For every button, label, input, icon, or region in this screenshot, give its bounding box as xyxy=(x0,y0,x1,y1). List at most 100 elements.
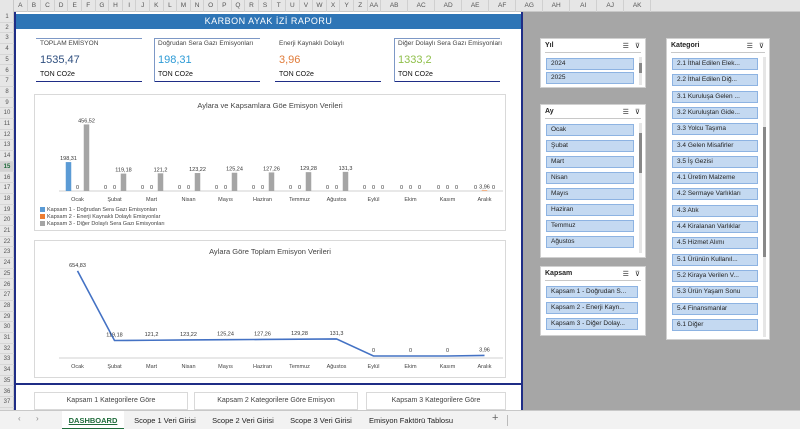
row-header-cell[interactable]: 10 xyxy=(0,108,14,119)
column-header-cell[interactable]: T xyxy=(272,0,286,12)
row-header-cell[interactable]: 2 xyxy=(0,23,14,34)
multi-select-icon[interactable]: ☰ xyxy=(622,271,629,278)
column-header-cell[interactable]: Z xyxy=(354,0,368,12)
tab-emission-factor[interactable]: Emisyon Faktörü Tablosu xyxy=(368,416,454,425)
column-header-cell[interactable]: L xyxy=(164,0,178,12)
row-header-cell[interactable]: 8 xyxy=(0,87,14,98)
slicer-item[interactable]: 3.4 Gelen Misafirler xyxy=(672,139,758,152)
column-header-cell[interactable]: AH xyxy=(543,0,571,12)
slicer-item[interactable]: Haziran xyxy=(546,204,634,216)
row-header-cell[interactable]: 3 xyxy=(0,33,14,45)
row-header-cell[interactable]: 16 xyxy=(0,173,14,184)
tab-scope3[interactable]: Scope 3 Veri Girisi xyxy=(290,416,352,425)
row-header-cell[interactable]: 23 xyxy=(0,247,14,259)
slicer-item[interactable]: 4.2 Sermaye Varlıkları xyxy=(672,188,758,201)
slicer-item[interactable]: 2025 xyxy=(546,72,634,84)
scrollbar[interactable] xyxy=(639,123,642,253)
slicer-item[interactable]: 4.3 Atık xyxy=(672,204,758,217)
row-header-cell[interactable]: 32 xyxy=(0,344,14,355)
column-header-cell[interactable]: J xyxy=(136,0,150,12)
column-header-cell[interactable]: F xyxy=(82,0,96,12)
row-header-cell[interactable]: 24 xyxy=(0,258,14,269)
row-header-cell[interactable]: 18 xyxy=(0,194,14,205)
column-header-cell[interactable]: U xyxy=(286,0,300,12)
multi-select-icon[interactable]: ☰ xyxy=(746,43,753,50)
slicer-item[interactable]: Kapsam 3 - Diğer Dolay... xyxy=(546,318,638,330)
tab-scope2[interactable]: Scope 2 Veri Girisi xyxy=(212,416,274,425)
row-header-cell[interactable]: 30 xyxy=(0,322,14,333)
slicer-scope[interactable]: Kapsam ☰ ⊽ Kapsam 1 - Doğrudan S... Kaps… xyxy=(540,266,646,336)
row-header-cell[interactable]: 21 xyxy=(0,226,14,237)
select-all-corner[interactable] xyxy=(0,0,14,12)
column-header-cell[interactable]: AJ xyxy=(597,0,625,12)
column-header-cell[interactable]: AG xyxy=(516,0,544,12)
multi-select-icon[interactable]: ☰ xyxy=(622,109,629,116)
column-header-cell[interactable]: K xyxy=(150,0,164,12)
clear-filter-icon[interactable]: ⊽ xyxy=(634,109,640,116)
slicer-item[interactable]: 5.2 Kiraya Verilen V... xyxy=(672,269,758,282)
column-header-cell[interactable]: AD xyxy=(435,0,463,12)
column-header-cell[interactable]: W xyxy=(313,0,327,12)
column-header-cell[interactable]: V xyxy=(300,0,314,12)
slicer-item[interactable]: 4.1 Üretim Malzeme xyxy=(672,172,758,185)
scrollbar-thumb[interactable] xyxy=(639,133,642,173)
row-header-cell[interactable]: 36 xyxy=(0,387,14,398)
row-header-cell[interactable]: 35 xyxy=(0,376,14,387)
column-header-cell[interactable]: X xyxy=(327,0,341,12)
scrollbar-thumb[interactable] xyxy=(763,127,766,257)
slicer-item[interactable]: Şubat xyxy=(546,140,634,152)
slicer-year[interactable]: Yıl ☰ ⊽ 2024 2025 xyxy=(540,38,646,88)
column-header-cell[interactable]: S xyxy=(259,0,273,12)
column-header-cell[interactable]: N xyxy=(191,0,205,12)
add-sheet-button[interactable]: + xyxy=(492,412,499,424)
slicer-item[interactable]: 3.3 Yolcu Taşıma xyxy=(672,123,758,136)
column-header-cell[interactable]: I xyxy=(123,0,137,12)
slicer-category[interactable]: Kategori ☰ ⊽ 2.1 İthal Edilen Elek... 2.2… xyxy=(666,38,770,340)
clear-filter-icon[interactable]: ⊽ xyxy=(758,43,764,50)
clear-filter-icon[interactable]: ⊽ xyxy=(634,43,640,50)
row-header-cell[interactable]: 29 xyxy=(0,312,14,323)
column-header-cell[interactable]: C xyxy=(41,0,55,12)
column-header-cell[interactable]: O xyxy=(204,0,218,12)
slicer-item[interactable]: 2024 xyxy=(546,58,634,70)
column-header-cell[interactable]: H xyxy=(109,0,123,12)
clear-filter-icon[interactable]: ⊽ xyxy=(634,271,640,278)
row-header-cell[interactable]: 26 xyxy=(0,280,14,291)
row-header-cell[interactable]: 6 xyxy=(0,66,14,77)
tab-scope1[interactable]: Scope 1 Veri Girisi xyxy=(134,416,196,425)
column-header-cell[interactable]: AK xyxy=(624,0,652,12)
slicer-item[interactable]: Mart xyxy=(546,156,634,168)
slicer-item[interactable]: Ocak xyxy=(546,124,634,136)
slicer-item[interactable]: 3.1 Kuruluşa Gelen ... xyxy=(672,90,758,103)
row-header-cell[interactable]: 37 xyxy=(0,397,14,408)
slicer-item[interactable]: 4.4 Kiralanan Varlıklar xyxy=(672,221,758,233)
column-header-cell[interactable]: B xyxy=(28,0,42,12)
column-header-cell[interactable]: AC xyxy=(408,0,436,12)
row-header-cell[interactable]: 5 xyxy=(0,55,14,66)
row-header-cell[interactable]: 4 xyxy=(0,44,14,55)
column-header-cell[interactable]: AB xyxy=(381,0,409,12)
slicer-item[interactable]: Temmuz xyxy=(546,220,634,232)
row-header-cell[interactable]: 12 xyxy=(0,130,14,141)
slicer-item[interactable]: Kapsam 2 - Enerji Kayn... xyxy=(546,302,638,314)
column-header-cell[interactable]: AF xyxy=(489,0,517,12)
row-header-cell[interactable]: 27 xyxy=(0,290,14,301)
row-header-cell[interactable]: 31 xyxy=(0,333,14,344)
column-header-cell[interactable]: AI xyxy=(570,0,598,12)
row-header-cell[interactable]: 34 xyxy=(0,365,14,376)
slicer-item[interactable]: Ağustos xyxy=(546,236,634,248)
next-sheet-icon[interactable]: › xyxy=(36,414,39,423)
slicer-item[interactable]: 3.5 İş Gezisi xyxy=(672,155,758,168)
row-header-cell[interactable]: 11 xyxy=(0,119,14,130)
row-header-cell[interactable]: 9 xyxy=(0,98,14,109)
row-header-cell[interactable]: 20 xyxy=(0,215,14,226)
row-header-cell[interactable]: 13 xyxy=(0,140,14,152)
column-header-cell[interactable]: A xyxy=(14,0,28,12)
slicer-month[interactable]: Ay ☰ ⊽ Ocak Şubat Mart Nisan Mayıs Hazir… xyxy=(540,104,646,258)
column-header-cell[interactable]: AE xyxy=(462,0,490,12)
bar-chart-box[interactable]: Aylara ve Kapsamlara Göe Emisyon Veriler… xyxy=(34,94,506,231)
column-header-cell[interactable]: AA xyxy=(368,0,382,12)
column-header-cell[interactable]: Q xyxy=(232,0,246,12)
slicer-item[interactable]: Kapsam 1 - Doğrudan S... xyxy=(546,286,638,298)
row-header-cell[interactable]: 19 xyxy=(0,205,14,216)
